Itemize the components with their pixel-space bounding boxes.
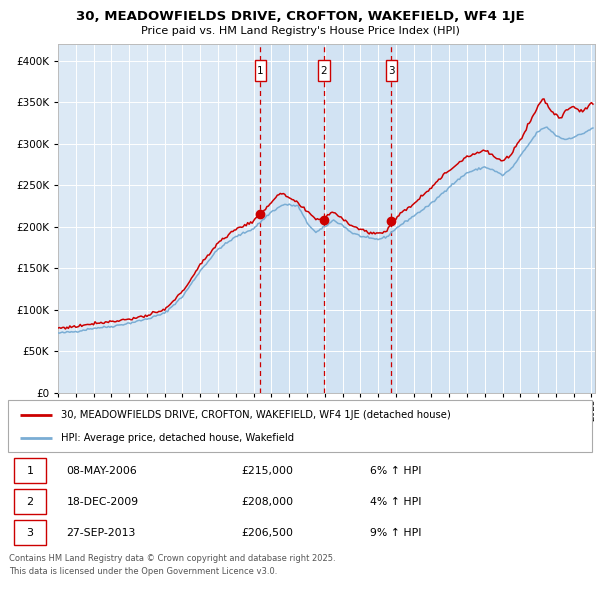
Text: 9% ↑ HPI: 9% ↑ HPI	[370, 527, 422, 537]
Text: 2: 2	[320, 65, 328, 76]
FancyBboxPatch shape	[254, 60, 266, 81]
Text: £206,500: £206,500	[242, 527, 293, 537]
Bar	[260, 44, 324, 393]
Text: £208,000: £208,000	[242, 497, 294, 507]
Text: 08-MAY-2006: 08-MAY-2006	[67, 466, 137, 476]
FancyBboxPatch shape	[14, 458, 46, 483]
Text: HPI: Average price, detached house, Wakefield: HPI: Average price, detached house, Wake…	[61, 433, 293, 443]
FancyBboxPatch shape	[14, 520, 46, 545]
Text: 2: 2	[26, 497, 34, 507]
Bar	[324, 44, 391, 393]
Bar	[391, 44, 595, 393]
Text: This data is licensed under the Open Government Licence v3.0.: This data is licensed under the Open Gov…	[9, 567, 277, 576]
Text: £215,000: £215,000	[242, 466, 293, 476]
Text: 27-SEP-2013: 27-SEP-2013	[67, 527, 136, 537]
FancyBboxPatch shape	[386, 60, 397, 81]
Text: 4% ↑ HPI: 4% ↑ HPI	[370, 497, 422, 507]
Text: 6% ↑ HPI: 6% ↑ HPI	[370, 466, 422, 476]
Text: 18-DEC-2009: 18-DEC-2009	[67, 497, 139, 507]
Text: Contains HM Land Registry data © Crown copyright and database right 2025.: Contains HM Land Registry data © Crown c…	[9, 554, 335, 563]
FancyBboxPatch shape	[319, 60, 329, 81]
FancyBboxPatch shape	[8, 400, 592, 452]
Text: 30, MEADOWFIELDS DRIVE, CROFTON, WAKEFIELD, WF4 1JE (detached house): 30, MEADOWFIELDS DRIVE, CROFTON, WAKEFIE…	[61, 409, 451, 419]
Text: 1: 1	[26, 466, 34, 476]
Text: Price paid vs. HM Land Registry's House Price Index (HPI): Price paid vs. HM Land Registry's House …	[140, 26, 460, 36]
Text: 3: 3	[26, 527, 34, 537]
Text: 3: 3	[388, 65, 395, 76]
Text: 1: 1	[257, 65, 263, 76]
Text: 30, MEADOWFIELDS DRIVE, CROFTON, WAKEFIELD, WF4 1JE: 30, MEADOWFIELDS DRIVE, CROFTON, WAKEFIE…	[76, 10, 524, 23]
FancyBboxPatch shape	[14, 489, 46, 514]
